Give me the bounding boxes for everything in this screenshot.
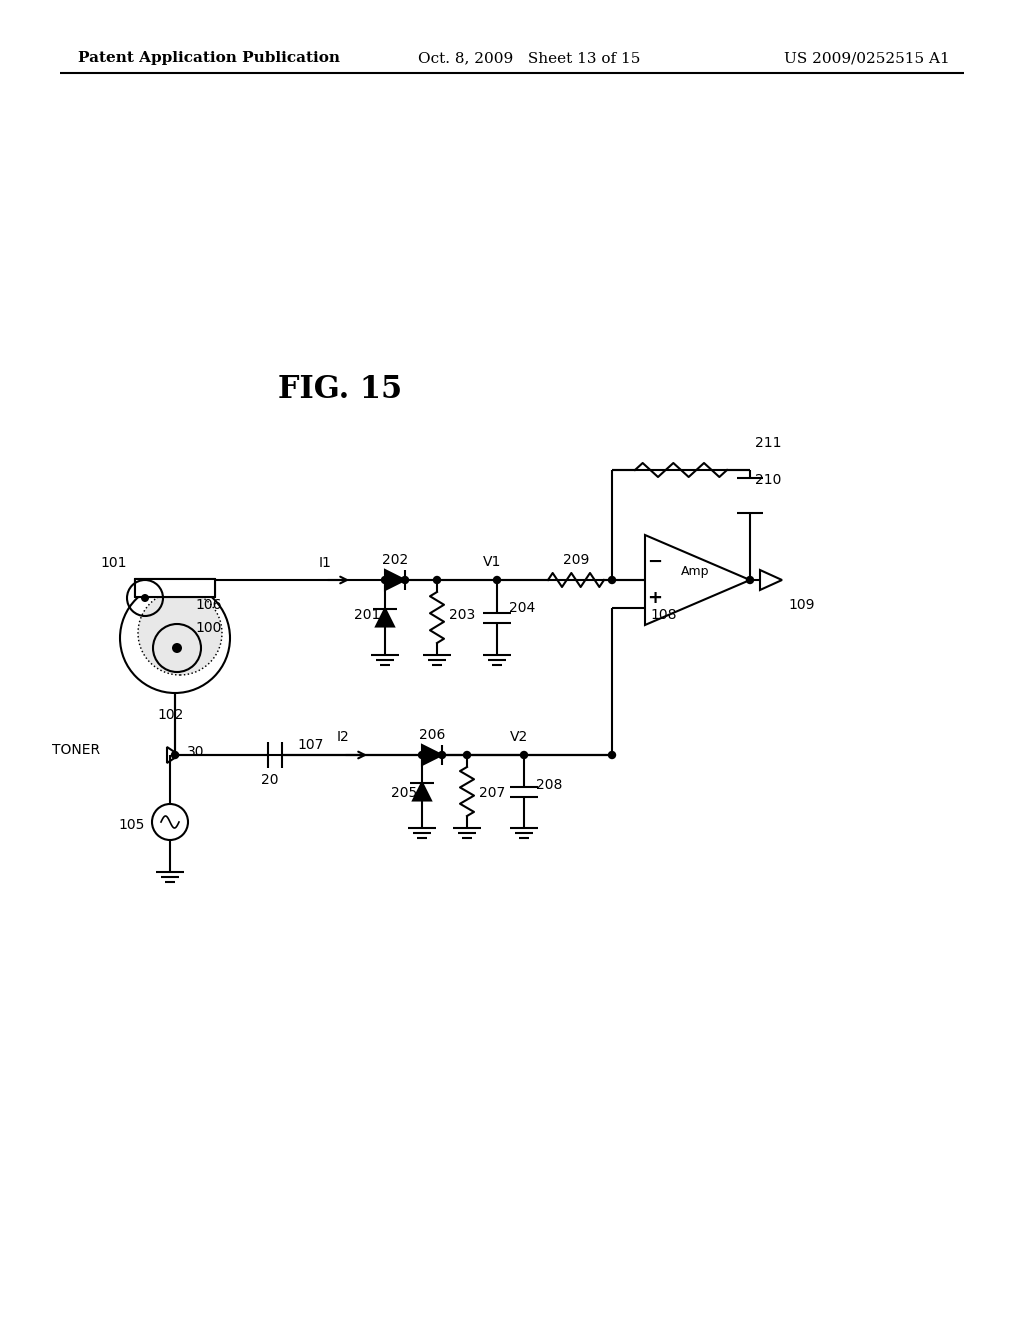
Circle shape bbox=[138, 591, 222, 675]
Text: 100: 100 bbox=[195, 620, 221, 635]
Text: 207: 207 bbox=[479, 785, 505, 800]
Text: 204: 204 bbox=[509, 601, 536, 615]
Text: Patent Application Publication: Patent Application Publication bbox=[78, 51, 340, 65]
Text: 105: 105 bbox=[119, 818, 145, 832]
Text: V1: V1 bbox=[482, 554, 501, 569]
Circle shape bbox=[438, 751, 445, 759]
Text: +: + bbox=[647, 589, 663, 607]
Text: 206: 206 bbox=[419, 729, 445, 742]
Text: 102: 102 bbox=[157, 708, 183, 722]
Text: V2: V2 bbox=[510, 730, 528, 744]
Text: 210: 210 bbox=[755, 473, 781, 487]
Text: 109: 109 bbox=[788, 598, 814, 612]
Circle shape bbox=[608, 577, 615, 583]
Text: FIG. 15: FIG. 15 bbox=[278, 375, 402, 405]
Text: 108: 108 bbox=[650, 609, 677, 622]
Text: 201: 201 bbox=[353, 609, 380, 622]
Text: 211: 211 bbox=[755, 436, 781, 450]
Text: TONER: TONER bbox=[52, 743, 100, 756]
Circle shape bbox=[141, 594, 150, 602]
Polygon shape bbox=[385, 570, 406, 590]
Text: 203: 203 bbox=[449, 609, 475, 622]
Polygon shape bbox=[413, 783, 431, 800]
Bar bbox=[135, 579, 215, 597]
Circle shape bbox=[520, 751, 527, 759]
Circle shape bbox=[746, 577, 754, 583]
Circle shape bbox=[608, 751, 615, 759]
Text: Amp: Amp bbox=[681, 565, 710, 578]
Circle shape bbox=[401, 577, 409, 583]
Polygon shape bbox=[376, 609, 394, 627]
Text: 107: 107 bbox=[297, 738, 324, 752]
Text: −: − bbox=[647, 553, 663, 572]
Text: 30: 30 bbox=[187, 744, 205, 759]
Text: 202: 202 bbox=[382, 553, 409, 568]
Circle shape bbox=[382, 577, 388, 583]
Circle shape bbox=[171, 751, 178, 759]
Circle shape bbox=[433, 577, 440, 583]
Polygon shape bbox=[422, 744, 442, 766]
Text: 20: 20 bbox=[261, 774, 279, 787]
Text: 106: 106 bbox=[195, 598, 221, 612]
Text: 205: 205 bbox=[391, 785, 417, 800]
Circle shape bbox=[464, 751, 470, 759]
Text: I2: I2 bbox=[337, 730, 349, 744]
Text: 101: 101 bbox=[100, 556, 127, 570]
Text: 209: 209 bbox=[563, 553, 589, 568]
Text: US 2009/0252515 A1: US 2009/0252515 A1 bbox=[784, 51, 950, 65]
Text: Oct. 8, 2009   Sheet 13 of 15: Oct. 8, 2009 Sheet 13 of 15 bbox=[418, 51, 640, 65]
Text: 208: 208 bbox=[536, 777, 562, 792]
Circle shape bbox=[494, 577, 501, 583]
Text: I1: I1 bbox=[318, 556, 332, 570]
Circle shape bbox=[172, 643, 182, 653]
Circle shape bbox=[419, 751, 426, 759]
